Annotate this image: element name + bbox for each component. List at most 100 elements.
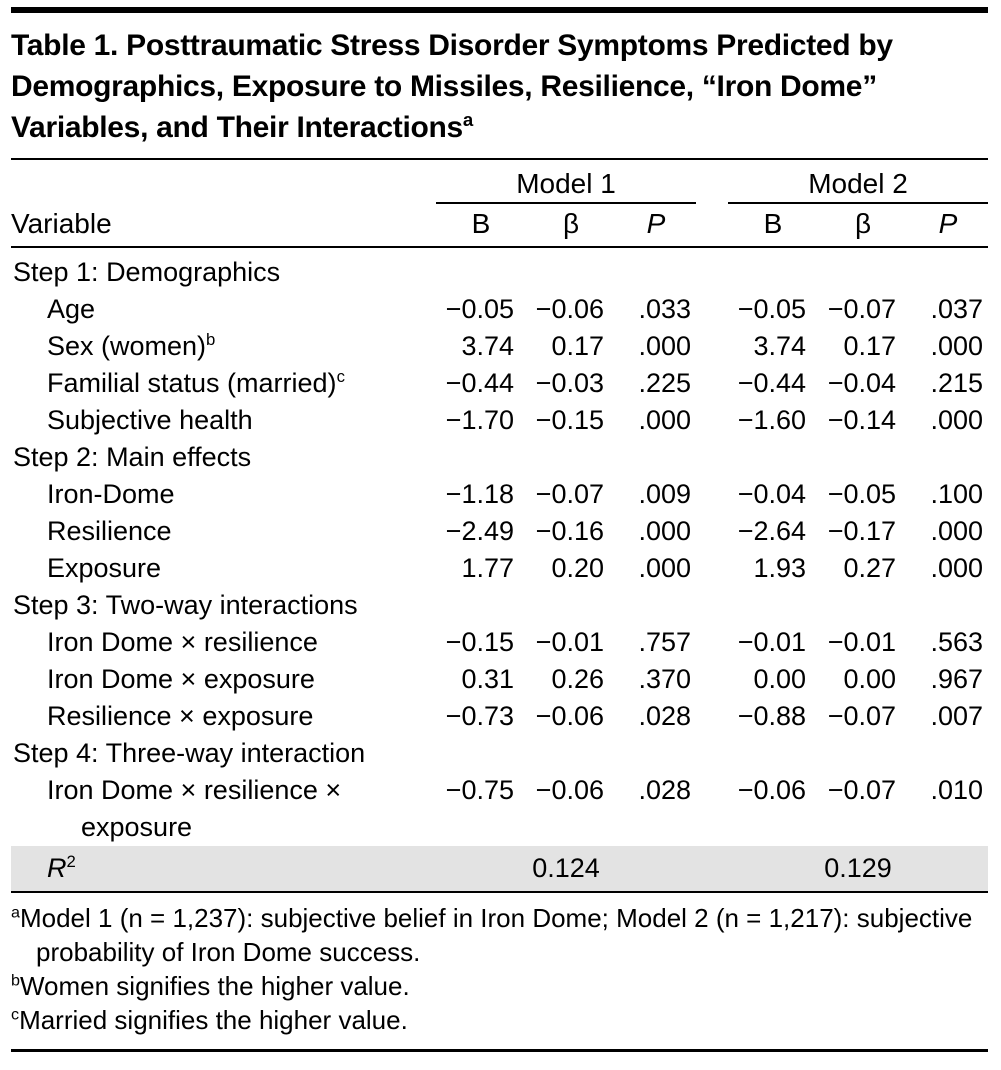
value-cell: −0.05 — [445, 294, 514, 324]
value-cell: 3.74 — [461, 331, 514, 361]
value-cell: −0.01 — [737, 627, 807, 657]
data-row: Iron Dome × exposure 0.31 0.26 .370 0.00 0.00… — [11, 661, 988, 698]
value-cell: .028 — [638, 701, 692, 731]
section-row: Step 2: Main effects — [11, 439, 988, 476]
row-label: Familial status (married)c — [47, 367, 345, 398]
r-squared-label: R2 — [11, 846, 436, 893]
model1-p-column-header: P — [616, 203, 697, 248]
row-label: Iron Dome × resilience × exposure — [47, 775, 342, 842]
footnote-c-text: Married signifies the higher value. — [19, 1005, 408, 1035]
value-cell: 0.00 — [753, 664, 807, 694]
data-row: Iron Dome × resilience −0.15 −0.01 .757 −0.0… — [11, 624, 988, 661]
row-label: Subjective health — [47, 405, 253, 435]
value-cell: −0.05 — [827, 479, 897, 509]
value-cell: −0.16 — [535, 516, 604, 546]
value-cell: −1.70 — [445, 405, 514, 435]
section-label: Step 2: Main effects — [13, 442, 252, 472]
model2-b-column-header: B — [728, 203, 819, 248]
value-cell: .000 — [930, 553, 984, 583]
table-title-footnote-marker: a — [462, 109, 473, 130]
value-cell: .000 — [638, 331, 692, 361]
r-squared-row: R2 0.124 0.129 — [11, 846, 989, 893]
value-cell: 0.00 — [843, 664, 897, 694]
row-label: Resilience — [47, 516, 172, 546]
model-gap — [696, 624, 728, 661]
value-cell: 0.17 — [843, 331, 897, 361]
footnote-a-text: Model 1 (n = 1,237): subjective belief i… — [19, 903, 973, 967]
value-cell: .757 — [638, 627, 692, 657]
row-label: Sex (women)b — [47, 330, 216, 361]
value-cell: .028 — [638, 775, 692, 805]
value-cell: −1.60 — [737, 405, 807, 435]
model1-r-squared-value: 0.124 — [436, 846, 697, 893]
value-cell: .000 — [638, 405, 692, 435]
table-title-text: Table 1. Posttraumatic Stress Disorder S… — [11, 29, 893, 144]
model-1-header: Model 1 — [436, 160, 697, 204]
data-row: Iron Dome × resilience × exposure −0.75 −0… — [11, 772, 988, 846]
column-header-row: Variable B β P B β P — [11, 203, 989, 248]
footnote-b-text: Women signifies the higher value. — [19, 971, 410, 1001]
model1-beta-column-header: β — [526, 203, 616, 248]
section-label: Step 3: Two-way interactions — [13, 590, 358, 620]
value-cell: −0.44 — [445, 368, 514, 398]
table-body: Step 1: Demographics Age −0.05 −0.06 .033 −0.… — [11, 247, 988, 846]
row-label: Age — [47, 294, 96, 324]
value-cell: .967 — [930, 664, 984, 694]
row-label: Iron-Dome — [47, 479, 175, 509]
value-cell: .225 — [638, 368, 692, 398]
value-cell: 3.74 — [753, 331, 807, 361]
value-cell: −0.07 — [827, 775, 897, 805]
value-cell: −0.15 — [535, 405, 604, 435]
bottom-rule — [11, 1049, 988, 1052]
table-title: Table 1. Posttraumatic Stress Disorder S… — [11, 25, 988, 148]
value-cell: −0.06 — [535, 701, 604, 731]
value-cell: .370 — [638, 664, 692, 694]
model2-r-squared-value: 0.129 — [728, 846, 989, 893]
value-cell: −0.04 — [737, 479, 807, 509]
value-cell: .037 — [930, 294, 984, 324]
value-cell: −0.07 — [827, 701, 897, 731]
model-gap — [696, 513, 728, 550]
data-row: Subjective health −1.70 −0.15 .000 −1.60 −0.1… — [11, 402, 988, 439]
value-cell: −0.06 — [535, 775, 604, 805]
value-cell: 0.26 — [551, 664, 604, 694]
section-row: Step 1: Demographics — [11, 247, 988, 291]
value-cell: −2.64 — [737, 516, 807, 546]
model-gap — [696, 291, 728, 328]
section-label: Step 1: Demographics — [13, 257, 281, 287]
table-header: Model 1 Model 2 Variable B β P B β P — [11, 160, 989, 248]
value-cell: 0.31 — [461, 664, 514, 694]
footnote-marker: c — [336, 367, 345, 386]
model-2-header: Model 2 — [728, 160, 989, 204]
model-gap — [696, 476, 728, 513]
footnote-c-marker: c — [11, 1005, 20, 1024]
value-cell: .215 — [930, 368, 984, 398]
data-row: Age −0.05 −0.06 .033 −0.05 −0.07 .037 — [11, 291, 988, 328]
section-row: Step 3: Two-way interactions — [11, 587, 988, 624]
model-gap — [696, 328, 728, 365]
value-cell: .010 — [930, 775, 984, 805]
model-gap — [696, 550, 728, 587]
value-cell: 1.77 — [461, 553, 514, 583]
value-cell: 0.20 — [551, 553, 604, 583]
section-row: Step 4: Three-way interaction — [11, 735, 988, 772]
value-cell: .000 — [930, 516, 984, 546]
value-cell: 0.27 — [843, 553, 897, 583]
value-cell: 0.17 — [551, 331, 604, 361]
model2-beta-column-header: β — [818, 203, 909, 248]
summary-gap — [696, 846, 729, 893]
value-cell: −0.75 — [445, 775, 514, 805]
section-label: Step 4: Three-way interaction — [13, 738, 366, 768]
title-rule — [11, 158, 988, 160]
footnote-c: cMarried signifies the higher value. — [11, 1003, 988, 1037]
value-cell: .009 — [638, 479, 692, 509]
value-cell: −0.03 — [535, 368, 604, 398]
value-cell: −0.06 — [737, 775, 807, 805]
row-label: Exposure — [47, 553, 162, 583]
top-rule — [11, 7, 988, 13]
footnote-b: bWomen signifies the higher value. — [11, 969, 988, 1003]
row-label: Resilience × exposure — [47, 701, 314, 731]
value-cell: −0.07 — [535, 479, 604, 509]
value-cell: .100 — [930, 479, 984, 509]
value-cell: −0.44 — [737, 368, 807, 398]
